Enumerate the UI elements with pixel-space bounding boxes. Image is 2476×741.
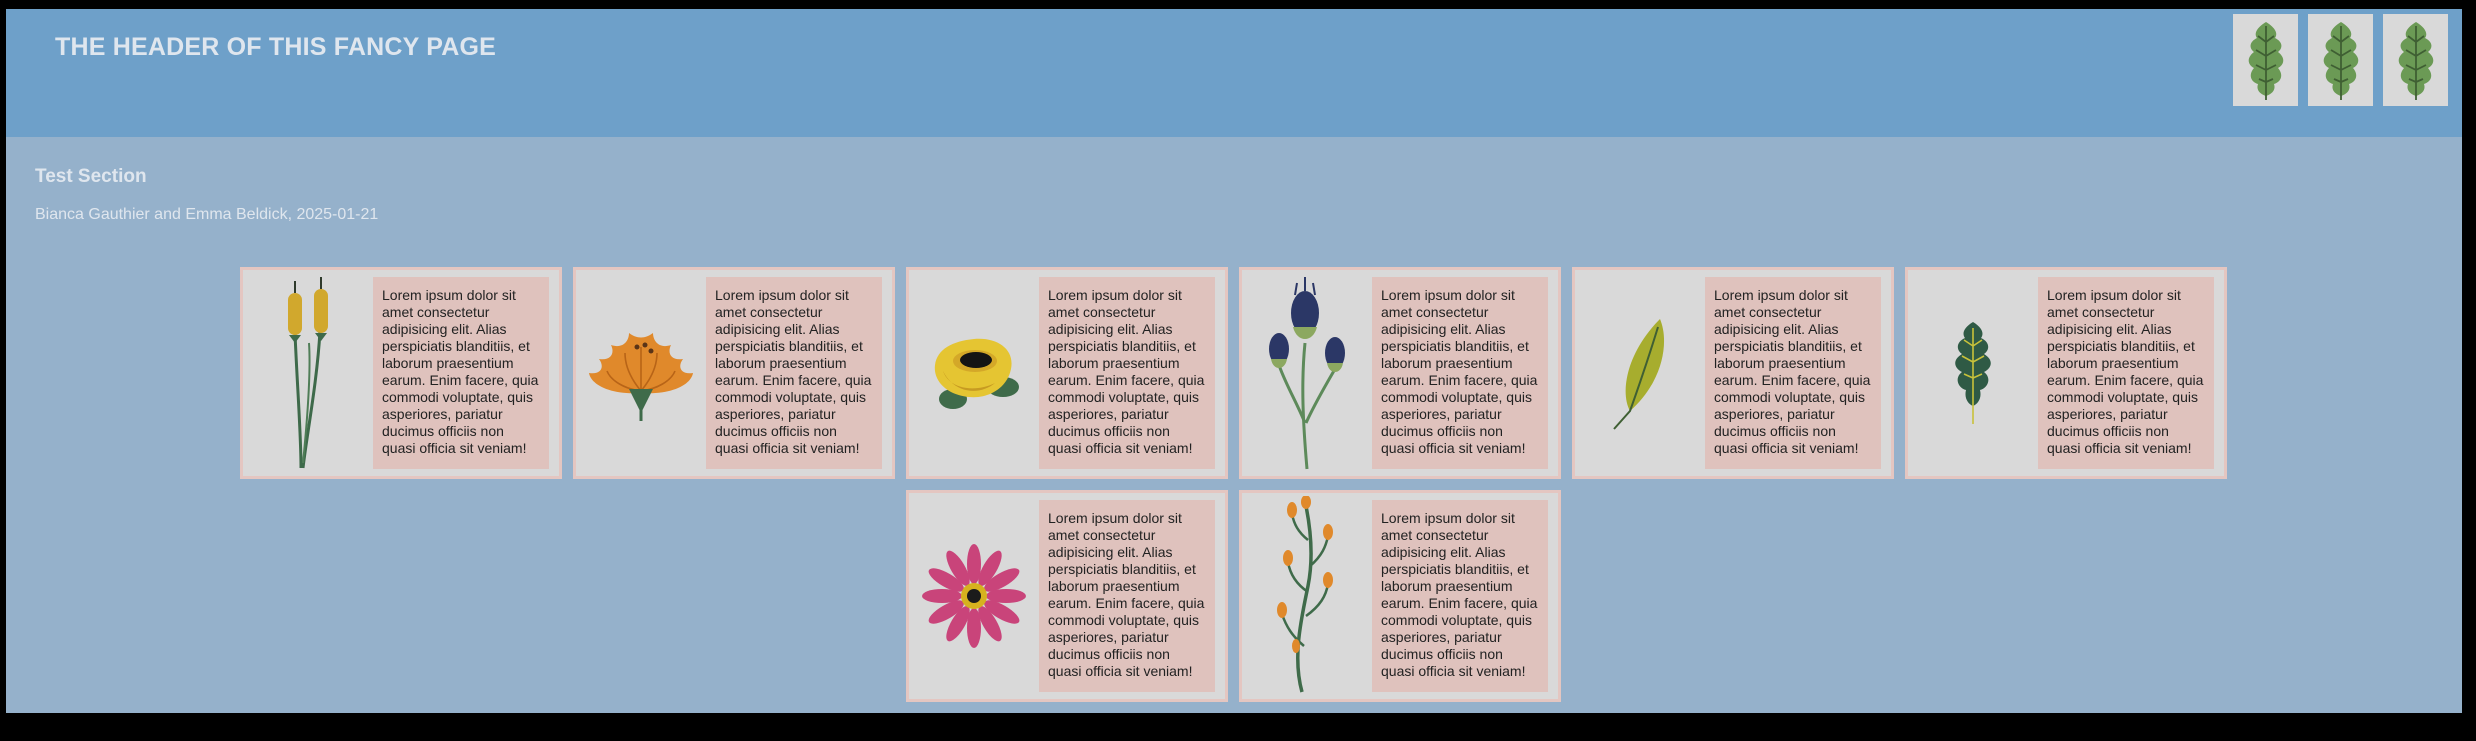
card-text: Lorem ipsum dolor sit amet consectetur a… xyxy=(1705,277,1881,469)
oak-leaf-icon xyxy=(1908,270,2038,476)
page-frame: THE HEADER OF THIS FANCY PAGE xyxy=(6,9,2462,713)
orange-flower-icon xyxy=(576,270,706,476)
card-text: Lorem ipsum dolor sit amet consectetur a… xyxy=(1372,500,1548,692)
card: Lorem ipsum dolor sit amet consectetur a… xyxy=(1239,490,1561,702)
card-text: Lorem ipsum dolor sit amet consectetur a… xyxy=(373,277,549,469)
card: Lorem ipsum dolor sit amet consectetur a… xyxy=(1572,267,1894,479)
card-text: Lorem ipsum dolor sit amet consectetur a… xyxy=(1372,277,1548,469)
card: Lorem ipsum dolor sit amet consectetur a… xyxy=(906,490,1228,702)
leaf-icon xyxy=(2383,14,2448,106)
section-meta: Bianca Gauthier and Emma Beldick, 2025-0… xyxy=(35,206,379,223)
card-text: Lorem ipsum dolor sit amet consectetur a… xyxy=(2038,277,2214,469)
card: Lorem ipsum dolor sit amet consectetur a… xyxy=(1239,267,1561,479)
cattail-icon xyxy=(243,270,373,476)
leaf-icon xyxy=(2308,14,2373,106)
card-text: Lorem ipsum dolor sit amet consectetur a… xyxy=(1039,277,1215,469)
card: Lorem ipsum dolor sit amet consectetur a… xyxy=(1905,267,2227,479)
card: Lorem ipsum dolor sit amet consectetur a… xyxy=(906,267,1228,479)
orange-sprig-icon xyxy=(1242,493,1372,699)
card: Lorem ipsum dolor sit amet consectetur a… xyxy=(240,267,562,479)
header-title: THE HEADER OF THIS FANCY PAGE xyxy=(55,33,497,61)
card-grid: Lorem ipsum dolor sit amet consectetur a… xyxy=(83,267,2384,702)
green-leaf-icon xyxy=(1575,270,1705,476)
card-text: Lorem ipsum dolor sit amet consectetur a… xyxy=(706,277,882,469)
card: Lorem ipsum dolor sit amet consectetur a… xyxy=(573,267,895,479)
card-text: Lorem ipsum dolor sit amet consectetur a… xyxy=(1039,500,1215,692)
section-title: Test Section xyxy=(35,166,147,187)
header-icon-group xyxy=(2233,14,2448,106)
page-header: THE HEADER OF THIS FANCY PAGE xyxy=(6,9,2462,137)
pink-daisy-icon xyxy=(909,493,1039,699)
leaf-icon xyxy=(2233,14,2298,106)
thistle-icon xyxy=(1242,270,1372,476)
yellow-flower-icon xyxy=(909,270,1039,476)
